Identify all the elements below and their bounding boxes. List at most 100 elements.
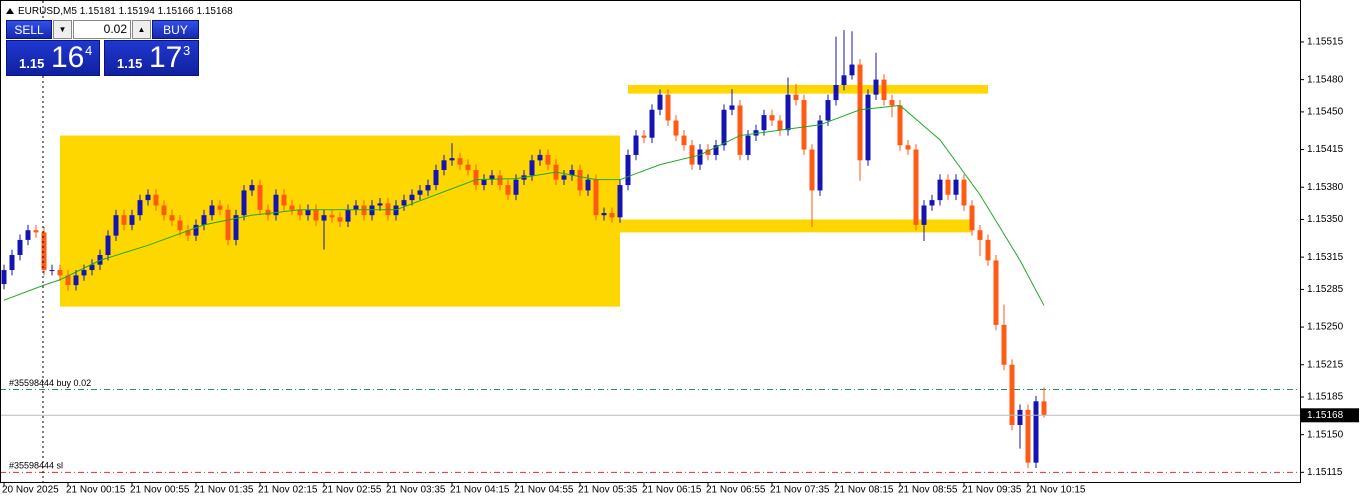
candle-body	[785, 94, 791, 131]
collapse-icon[interactable]	[6, 8, 14, 14]
x-tick-label: 21 Nov 00:55	[130, 485, 190, 496]
candle-body	[713, 145, 719, 155]
candle-body	[913, 149, 919, 225]
candle-body	[105, 235, 111, 255]
candle-body	[473, 169, 479, 186]
candle-body	[393, 205, 399, 216]
candle-body	[49, 270, 55, 272]
candle-body	[617, 185, 623, 218]
candle-body	[769, 115, 775, 121]
candle-body	[481, 179, 487, 186]
y-tick-label: 1.15480	[1307, 74, 1344, 85]
bid-small: 4	[85, 43, 93, 58]
candle-body	[585, 179, 591, 191]
candle-body	[9, 254, 15, 271]
candle-body	[633, 135, 639, 155]
candle-body	[57, 270, 63, 276]
candle-body	[337, 217, 343, 222]
candle-body	[273, 194, 279, 216]
candle-body	[857, 64, 863, 161]
order-label: #35598444 buy 0.02	[9, 378, 91, 388]
candle-body	[1025, 409, 1031, 463]
trade-panel: SELL ▼ 0.02 ▲ BUY 1.15 16 4 1.15 17 3	[6, 20, 199, 76]
candle-body	[17, 239, 23, 255]
candle-body	[113, 215, 119, 236]
ask-big: 17	[149, 41, 183, 74]
candle-body	[705, 149, 711, 155]
candle-body	[65, 275, 71, 286]
price-label: 1.15168	[1307, 410, 1344, 421]
candle-body	[673, 120, 679, 136]
x-tick-label: 21 Nov 00:15	[66, 485, 126, 496]
candle-body	[361, 205, 367, 216]
price-label-box	[1301, 408, 1359, 423]
candle-body	[921, 205, 927, 225]
chart-header: EURUSD,M5 1.15181 1.15194 1.15166 1.1516…	[18, 6, 233, 17]
candle-body	[689, 145, 695, 165]
y-tick-label: 1.15285	[1307, 284, 1344, 295]
x-tick-label: 21 Nov 08:55	[898, 485, 958, 496]
candle-body	[209, 205, 215, 216]
sell-button[interactable]: SELL	[6, 20, 52, 39]
candle-body	[761, 115, 767, 131]
candle-body	[537, 154, 543, 161]
lot-input[interactable]: 0.02	[73, 20, 131, 39]
header-low: 1.15166	[158, 6, 195, 17]
candle-body	[425, 185, 431, 191]
candle-body	[1017, 409, 1023, 425]
candle-body	[649, 109, 655, 138]
candle-body	[89, 264, 95, 271]
header-high: 1.15194	[119, 6, 156, 17]
candle-body	[1009, 364, 1015, 425]
candle-body	[185, 230, 191, 236]
candle-body	[193, 224, 199, 236]
candle-body	[465, 164, 471, 170]
candle-body	[601, 213, 607, 216]
candle-body	[945, 179, 951, 195]
candle-body	[97, 254, 103, 265]
chart-frame	[0, 0, 1301, 483]
candle-body	[737, 105, 743, 155]
candle-body	[249, 185, 255, 191]
buy-button[interactable]: BUY	[152, 20, 199, 39]
candle-body	[441, 160, 447, 170]
candle-body	[305, 209, 311, 216]
candle-body	[577, 169, 583, 191]
candle-body	[905, 145, 911, 150]
x-tick-label: 21 Nov 04:55	[514, 485, 574, 496]
ask-small: 3	[183, 43, 191, 58]
candle-body	[41, 232, 47, 271]
candle-body	[505, 185, 511, 195]
y-tick-label: 1.15515	[1307, 37, 1344, 48]
candle-body	[681, 135, 687, 146]
header-close: 1.15168	[197, 6, 234, 17]
bid-box[interactable]: 1.15 16 4	[6, 40, 100, 76]
candle-body	[377, 203, 383, 206]
candle-body	[881, 79, 887, 101]
x-tick-label: 21 Nov 01:35	[194, 485, 254, 496]
candle-body	[753, 130, 759, 136]
candle-body	[657, 94, 663, 110]
candle-body	[369, 205, 375, 216]
candle-body	[993, 260, 999, 325]
candle-body	[225, 209, 231, 240]
candle-body	[513, 179, 519, 195]
candle-body	[169, 215, 175, 221]
x-tick-label: 21 Nov 10:15	[1026, 485, 1086, 496]
lot-up[interactable]: ▲	[132, 20, 151, 39]
x-tick-label: 21 Nov 02:55	[322, 485, 382, 496]
x-tick-label: 21 Nov 05:35	[578, 485, 638, 496]
candle-body	[609, 213, 615, 218]
candle-body	[929, 200, 935, 206]
candle-body	[321, 215, 327, 221]
lot-down[interactable]: ▼	[53, 20, 72, 39]
ask-box[interactable]: 1.15 17 3	[104, 40, 199, 76]
candle-body	[809, 149, 815, 191]
candle-body	[217, 205, 223, 210]
candle-body	[1, 270, 7, 285]
x-tick-label: 21 Nov 07:35	[770, 485, 830, 496]
candle-body	[73, 275, 79, 286]
candle-body	[385, 203, 391, 216]
candle-body	[233, 215, 239, 240]
candle-body	[161, 205, 167, 216]
